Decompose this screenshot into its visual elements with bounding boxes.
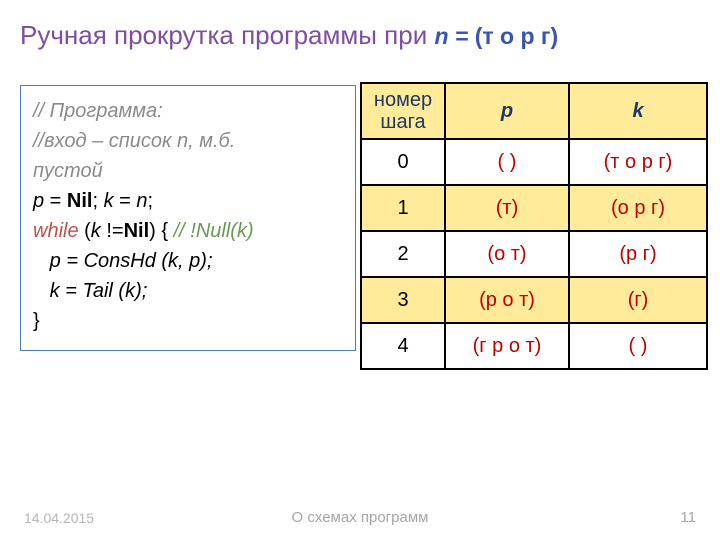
cell-p: (г р о т) [445,323,569,369]
code-line: p = ConsHd (k, p); [33,250,213,272]
code-token: k [104,190,114,212]
cell-step: 0 [361,139,445,185]
table-row: 2 (о т) (р г) [361,231,707,277]
table-row: 1 (т) (о р г) [361,185,707,231]
cell-k: (г) [569,277,707,323]
cell-k: (о р г) [569,185,707,231]
code-token: k [91,220,101,242]
code-token: ; [92,190,103,212]
cell-step: 1 [361,185,445,231]
code-line: k = Tail (k); [33,280,147,302]
title-list: (т о р г) [475,23,558,49]
table-row: 3 (р о т) (г) [361,277,707,323]
table-header-k: k [569,83,707,139]
slide-title: Ручная прокрутка программы при n = (т о … [20,20,700,51]
code-token: != [101,220,124,242]
code-token: // !Null(k) [174,220,254,242]
table-row: 4 (г р о т) ( ) [361,323,707,369]
code-token: Nil [67,190,93,212]
code-line: пустой [33,160,103,182]
title-var: n = [434,23,474,49]
footer-page: 11 [680,509,696,526]
code-token: Nil [124,220,150,242]
cell-step: 4 [361,323,445,369]
footer-center: О схемах программ [0,509,720,526]
code-token: = [44,190,67,212]
cell-p: (о т) [445,231,569,277]
code-token: p [33,190,44,212]
cell-p: (т) [445,185,569,231]
code-token: ; [148,190,154,212]
code-token: ) { [149,220,173,242]
code-token: = [114,190,137,212]
trace-table: номер шага p k 0 ( ) (т о р г) 1 (т) (о … [360,82,708,370]
code-line: // Программа: [33,100,163,122]
table-row: 0 ( ) (т о р г) [361,139,707,185]
title-main: Ручная прокрутка программы при [20,20,434,50]
cell-step: 2 [361,231,445,277]
cell-p: ( ) [445,139,569,185]
code-listing: // Программа: //вход – список n, м.б. пу… [20,85,356,351]
cell-k: (р г) [569,231,707,277]
table-header-step: номер шага [361,83,445,139]
code-token: n [136,190,147,212]
cell-k: ( ) [569,323,707,369]
code-token: while [33,220,79,242]
cell-k: (т о р г) [569,139,707,185]
cell-step: 3 [361,277,445,323]
code-token: ( [79,220,91,242]
table-header-p: p [445,83,569,139]
code-line: //вход – список n, м.б. [33,130,235,152]
code-line: } [33,310,40,332]
cell-p: (р о т) [445,277,569,323]
